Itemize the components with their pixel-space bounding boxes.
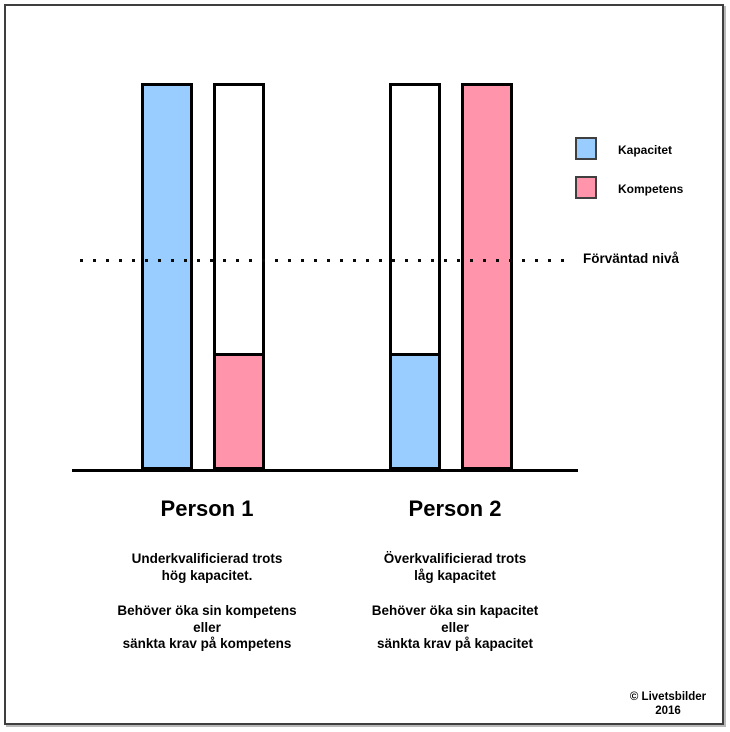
person1-description: Underkvalificierad trots hög kapacitet. bbox=[131, 551, 283, 583]
canvas-frame bbox=[4, 4, 724, 725]
expected-level-label: Förväntad nivå bbox=[583, 251, 680, 266]
bar-person1-kompetens-segment bbox=[216, 352, 262, 467]
x-axis-line bbox=[72, 469, 578, 472]
copyright-text: © Livetsbilder 2016 bbox=[629, 691, 707, 717]
bar-person2-kapacitet bbox=[389, 83, 441, 470]
person1-title: Person 1 bbox=[160, 496, 254, 521]
legend-swatch-kapacitet bbox=[575, 137, 597, 160]
plot-area bbox=[72, 83, 578, 470]
person2-title: Person 2 bbox=[408, 496, 502, 521]
person2-description: Överkvalificierad trots låg kapacitet bbox=[383, 551, 527, 583]
bar-person1-kapacitet bbox=[141, 83, 193, 470]
person2-advice: Behöver öka sin kapacitet eller sänkta k… bbox=[371, 603, 539, 651]
bar-person1-kompetens bbox=[213, 83, 265, 470]
legend-swatch-kompetens bbox=[575, 176, 597, 199]
legend-label-kompetens: Kompetens bbox=[618, 182, 684, 196]
person1-advice: Behöver öka sin kompetens eller sänkta k… bbox=[117, 603, 297, 651]
bar-person2-kompetens bbox=[461, 83, 513, 470]
bar-person2-kapacitet-segment bbox=[392, 352, 438, 467]
legend-label-kapacitet: Kapacitet bbox=[618, 143, 673, 157]
expected-level-line bbox=[80, 259, 568, 262]
